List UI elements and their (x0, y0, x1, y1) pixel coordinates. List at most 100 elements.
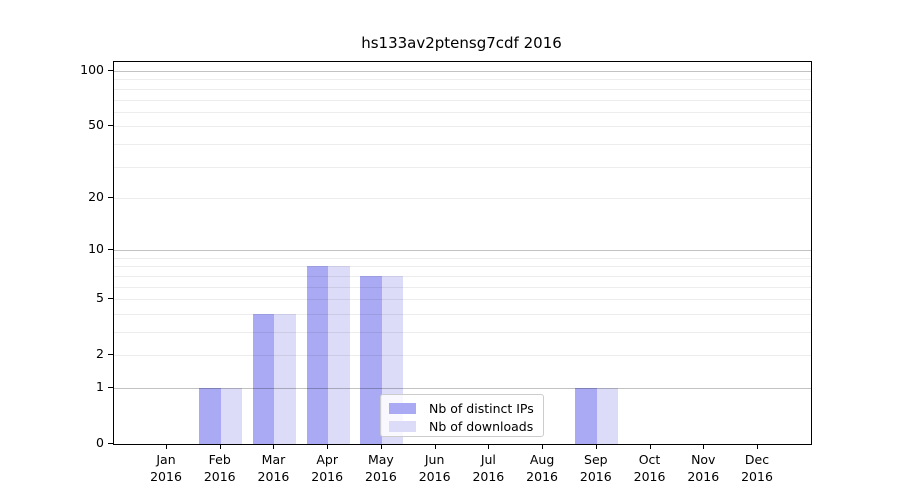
bar-distinct-ips-Mar (252, 313, 275, 444)
legend-swatch-distinct-ips (389, 402, 416, 414)
x-tick-month: Aug (529, 452, 555, 467)
legend-label-distinct-ips: Nb of distinct IPs (429, 400, 534, 416)
x-tick-label-Aug: Aug 2016 (510, 452, 574, 485)
y-tick-label: 5 (96, 290, 104, 306)
y-tick-label: 0 (96, 435, 104, 450)
bar-downloads-Apr (328, 266, 350, 444)
gridline-minor (114, 197, 811, 199)
y-tick-label: 10 (88, 241, 104, 257)
y-tick (108, 196, 113, 198)
x-tick (380, 444, 382, 449)
bar-distinct-ips-Sep (575, 387, 597, 444)
x-tick (542, 444, 544, 449)
x-tick (703, 444, 705, 449)
x-tick-label-Mar: Mar 2016 (241, 452, 305, 485)
x-tick (219, 444, 221, 449)
bar-distinct-ips-Apr (306, 266, 329, 444)
gridline-minor (114, 257, 811, 259)
x-tick-year: 2016 (257, 468, 290, 484)
x-tick-month: Jul (480, 452, 496, 467)
gridline-minor (114, 79, 811, 81)
x-tick (434, 444, 436, 449)
x-tick-month: Dec (744, 452, 770, 467)
x-tick-month: May (367, 452, 394, 467)
gridline-minor (114, 126, 811, 128)
x-tick-year: 2016 (526, 468, 558, 484)
gridline-minor (114, 88, 811, 90)
x-tick-month: Oct (638, 452, 661, 467)
x-tick (757, 444, 758, 449)
x-tick-year: 2016 (150, 468, 182, 484)
x-tick-month: Feb (208, 452, 231, 467)
gridline-minor (114, 286, 811, 288)
gridline-minor (114, 99, 811, 101)
plot-area (113, 61, 812, 445)
x-tick-year: 2016 (687, 468, 720, 484)
legend-item-downloads: Nb of downloads (389, 418, 535, 434)
bar-distinct-ips-Feb (199, 387, 221, 444)
gridline-minor (114, 331, 811, 333)
gridline-minor (114, 355, 811, 357)
y-tick (108, 386, 113, 388)
y-tick (108, 298, 113, 300)
x-tick-month: Nov (691, 452, 716, 467)
y-tick (108, 354, 113, 356)
legend-label-downloads: Nb of downloads (429, 418, 534, 434)
bar-distinct-ips-May (360, 275, 382, 444)
x-tick-year: 2016 (472, 468, 505, 484)
x-tick-month: Sep (584, 452, 608, 467)
legend-item-distinct-ips: Nb of distinct IPs (389, 400, 535, 416)
y-tick-label: 1 (96, 378, 104, 394)
x-tick-label-Feb: Feb 2016 (188, 452, 252, 485)
x-tick-year: 2016 (741, 468, 773, 484)
y-tick-label: 20 (88, 188, 104, 204)
x-tick-month: Apr (316, 452, 338, 467)
x-tick (327, 444, 329, 449)
bar-downloads-Mar (274, 313, 296, 444)
x-tick-label-Nov: Nov 2016 (671, 452, 735, 485)
gridline-minor (114, 275, 811, 277)
y-tick-label: 50 (88, 117, 104, 133)
gridline-major (114, 71, 811, 73)
gridline-minor (114, 313, 811, 315)
gridline-minor (114, 143, 811, 145)
y-tick (108, 249, 113, 251)
x-tick-label-Oct: Oct 2016 (618, 452, 682, 485)
x-tick (273, 444, 275, 449)
x-tick-year: 2016 (579, 468, 612, 484)
x-tick-year: 2016 (633, 468, 666, 484)
gridline-major (114, 387, 811, 389)
x-tick-label-Jun: Jun 2016 (403, 452, 467, 485)
gridline-major (114, 250, 811, 252)
x-tick-year: 2016 (418, 468, 451, 484)
gridline-minor (114, 299, 811, 301)
y-tick-label: 2 (96, 346, 104, 362)
x-tick-label-Jul: Jul 2016 (456, 452, 520, 485)
legend-swatch-downloads (389, 420, 416, 432)
gridline-minor (114, 166, 811, 168)
x-tick-label-Apr: Apr 2016 (295, 452, 359, 485)
y-tick (108, 443, 113, 444)
x-tick-label-May: May 2016 (349, 452, 413, 485)
x-tick (649, 444, 651, 449)
x-tick-year: 2016 (203, 468, 236, 484)
gridline-minor (114, 111, 811, 113)
y-tick (108, 125, 113, 127)
x-tick-year: 2016 (311, 468, 344, 484)
x-tick-month: Jan (156, 452, 176, 467)
x-tick-month: Jun (424, 452, 445, 467)
x-tick-label-Jan: Jan 2016 (134, 452, 198, 485)
x-tick-label-Sep: Sep 2016 (564, 452, 628, 485)
legend: Nb of distinct IPs Nb of downloads (380, 394, 544, 437)
x-tick-month: Mar (261, 452, 286, 467)
x-tick-year: 2016 (365, 468, 397, 484)
y-tick-label: 100 (80, 62, 104, 78)
bar-downloads-Feb (220, 387, 243, 444)
x-tick-label-Dec: Dec 2016 (725, 452, 789, 485)
x-tick (595, 444, 597, 449)
y-tick (108, 70, 113, 72)
chart-title: hs133av2ptensg7cdf 2016 (361, 34, 562, 52)
bar-downloads-Sep (596, 387, 619, 444)
x-tick (166, 444, 167, 449)
